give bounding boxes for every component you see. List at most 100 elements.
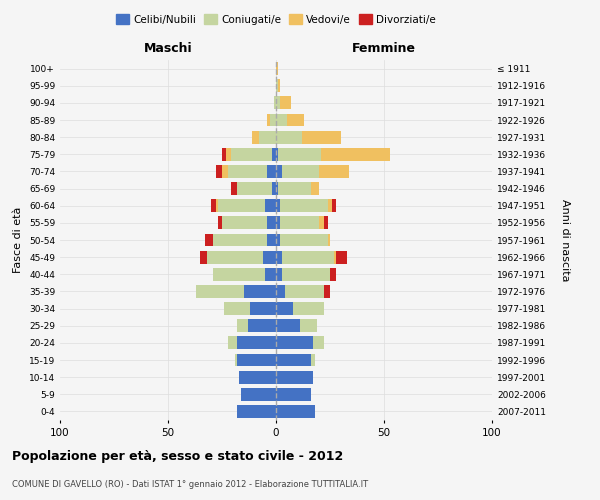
Bar (218, 200, 265, 212)
Bar (241, 388, 276, 400)
Bar (323, 285, 330, 298)
Bar (248, 320, 276, 332)
Bar (268, 216, 276, 230)
Bar (280, 216, 319, 230)
Bar (229, 165, 268, 178)
Bar (276, 388, 311, 400)
Text: COMUNE DI GAVELLO (RO) - Dati ISTAT 1° gennaio 2012 - Elaborazione TUTTITALIA.IT: COMUNE DI GAVELLO (RO) - Dati ISTAT 1° g… (12, 480, 368, 489)
Text: Femmine: Femmine (352, 42, 416, 55)
Bar (224, 302, 250, 315)
Bar (319, 216, 323, 230)
Bar (276, 96, 280, 110)
Bar (214, 268, 265, 280)
Bar (237, 336, 276, 349)
Bar (280, 96, 291, 110)
Bar (276, 80, 278, 92)
Bar (280, 234, 328, 246)
Bar (280, 200, 328, 212)
Bar (207, 250, 263, 264)
Bar (276, 114, 287, 126)
Bar (230, 182, 237, 195)
Bar (252, 130, 259, 143)
Bar (222, 148, 226, 160)
Bar (215, 200, 218, 212)
Bar (259, 130, 276, 143)
Bar (276, 165, 283, 178)
Bar (276, 130, 302, 143)
Bar (222, 165, 229, 178)
Bar (276, 216, 280, 230)
Bar (328, 200, 332, 212)
Bar (319, 165, 349, 178)
Bar (276, 302, 293, 315)
Bar (276, 268, 283, 280)
Bar (276, 336, 313, 349)
Bar (276, 182, 278, 195)
Bar (200, 250, 207, 264)
Bar (328, 234, 330, 246)
Bar (265, 200, 276, 212)
Bar (211, 200, 215, 212)
Bar (337, 250, 347, 264)
Bar (276, 405, 315, 418)
Bar (323, 216, 328, 230)
Bar (330, 268, 337, 280)
Bar (276, 234, 280, 246)
Bar (332, 200, 337, 212)
Bar (205, 234, 214, 246)
Bar (334, 250, 337, 264)
Bar (276, 62, 278, 75)
Bar (276, 148, 278, 160)
Bar (283, 268, 330, 280)
Bar (269, 114, 276, 126)
Y-axis label: Anni di nascita: Anni di nascita (560, 198, 570, 281)
Bar (276, 250, 283, 264)
Bar (268, 114, 269, 126)
Bar (214, 234, 268, 246)
Bar (284, 285, 323, 298)
Bar (230, 148, 272, 160)
Bar (218, 216, 222, 230)
Bar (272, 182, 276, 195)
Bar (283, 250, 334, 264)
Bar (237, 320, 248, 332)
Bar (302, 130, 341, 143)
Bar (276, 370, 313, 384)
Bar (222, 216, 268, 230)
Bar (276, 320, 300, 332)
Bar (293, 302, 323, 315)
Bar (272, 148, 276, 160)
Bar (300, 320, 317, 332)
Bar (229, 336, 237, 349)
Bar (263, 250, 276, 264)
Bar (313, 336, 323, 349)
Bar (278, 182, 311, 195)
Text: Maschi: Maschi (143, 42, 193, 55)
Bar (276, 354, 311, 366)
Bar (215, 165, 222, 178)
Bar (287, 114, 304, 126)
Bar (268, 165, 276, 178)
Bar (283, 165, 319, 178)
Bar (235, 354, 237, 366)
Bar (237, 182, 272, 195)
Bar (226, 148, 230, 160)
Y-axis label: Fasce di età: Fasce di età (13, 207, 23, 273)
Bar (239, 370, 276, 384)
Bar (250, 302, 276, 315)
Bar (278, 148, 322, 160)
Bar (276, 285, 284, 298)
Legend: Celibi/Nubili, Coniugati/e, Vedovi/e, Divorziati/e: Celibi/Nubili, Coniugati/e, Vedovi/e, Di… (112, 10, 440, 29)
Bar (237, 354, 276, 366)
Bar (311, 354, 315, 366)
Bar (265, 268, 276, 280)
Bar (268, 234, 276, 246)
Bar (196, 285, 244, 298)
Text: Popolazione per età, sesso e stato civile - 2012: Popolazione per età, sesso e stato civil… (12, 450, 343, 463)
Bar (322, 148, 391, 160)
Bar (244, 285, 276, 298)
Bar (276, 200, 280, 212)
Bar (237, 405, 276, 418)
Bar (274, 96, 276, 110)
Bar (278, 80, 280, 92)
